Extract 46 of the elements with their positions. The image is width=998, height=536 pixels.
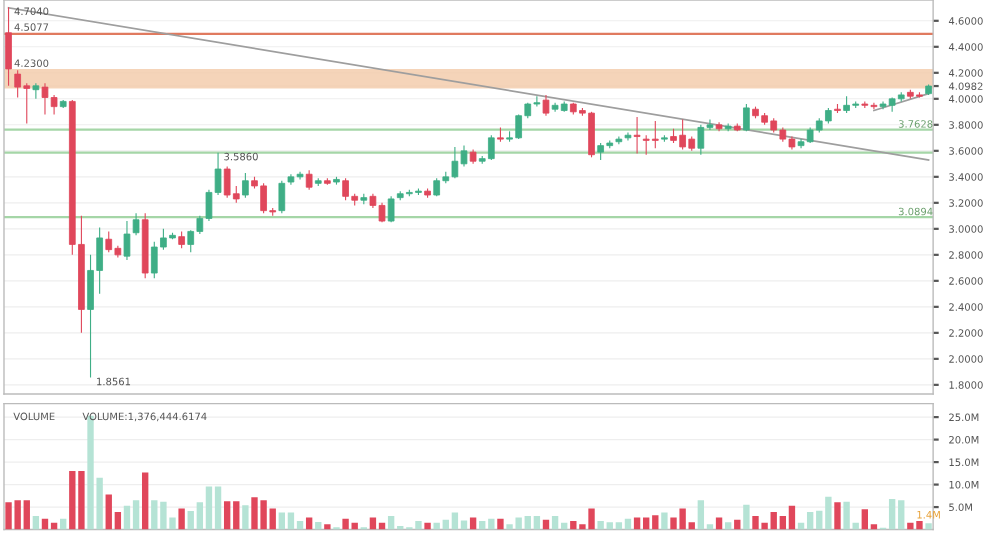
- bar: [223, 501, 231, 530]
- bar: [788, 505, 796, 530]
- candlestick: [633, 116, 641, 154]
- candlestick: [542, 94, 550, 117]
- candlestick: [105, 230, 113, 253]
- bar: [469, 517, 477, 530]
- candlestick: [123, 220, 131, 261]
- bar: [925, 523, 932, 530]
- bar: [743, 504, 750, 530]
- candlestick: [132, 212, 140, 236]
- bar: [278, 512, 286, 530]
- bar: [214, 486, 222, 530]
- bar: [724, 522, 732, 530]
- bar: [633, 517, 641, 530]
- candlestick: [651, 120, 659, 149]
- bar: [32, 516, 40, 530]
- bar: [806, 512, 814, 530]
- bar: [324, 524, 331, 530]
- bar: [697, 500, 705, 530]
- bar: [451, 512, 459, 530]
- candlestick: [5, 6, 12, 87]
- bar: [305, 517, 313, 530]
- candlestick: [743, 103, 750, 132]
- candlestick: [242, 172, 249, 199]
- bar: [142, 472, 149, 530]
- bar: [424, 522, 431, 530]
- bar: [132, 500, 140, 530]
- bar: [551, 516, 559, 530]
- bar: [242, 505, 249, 530]
- bar: [387, 516, 395, 530]
- candlestick: [32, 82, 40, 100]
- bar: [834, 502, 841, 530]
- candlestick: [278, 180, 286, 214]
- bar: [369, 517, 377, 530]
- bar: [497, 518, 504, 530]
- bar: [888, 498, 896, 530]
- bar: [178, 508, 185, 530]
- candlestick: [305, 169, 313, 191]
- bar: [205, 486, 213, 530]
- bar: [287, 512, 295, 530]
- bar: [661, 512, 668, 530]
- bar: [715, 517, 723, 530]
- bar: [533, 516, 541, 530]
- candlestick: [387, 195, 395, 223]
- bar: [615, 522, 623, 530]
- bar: [123, 505, 131, 530]
